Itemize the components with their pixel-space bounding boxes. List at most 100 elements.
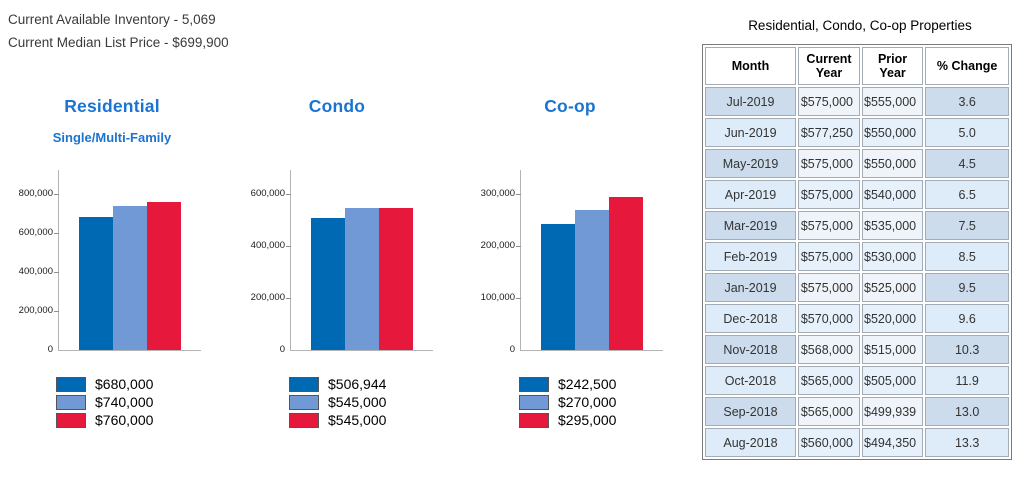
prior-year-cell: $550,000 — [862, 118, 924, 147]
table-row: Aug-2018 $560,000 $494,350 13.3 — [705, 428, 1010, 457]
current-year-cell: $575,000 — [798, 273, 860, 302]
table-row: Apr-2019 $575,000 $540,000 6.5 — [705, 180, 1010, 209]
legend-label: $506,944 — [328, 376, 387, 392]
coop-chart: Co-op 0 100,000 200,000 300,000 $242,500 $27… — [458, 96, 682, 446]
y-axis-tick-label: 800,000 — [18, 188, 53, 199]
month-cell: Nov-2018 — [705, 335, 796, 364]
residential-chart: Residential Single/Multi-Family 0 200,000… — [0, 96, 224, 446]
summary-text: Current Available Inventory - 5,069 Curr… — [8, 8, 229, 54]
month-cell: Sep-2018 — [705, 397, 796, 426]
table-row: Mar-2019 $575,000 $535,000 7.5 — [705, 211, 1010, 240]
percent-change-cell: 11.9 — [925, 366, 1010, 395]
percent-change-cell: 7.5 — [925, 211, 1010, 240]
current-year-cell: $577,250 — [798, 118, 860, 147]
month-cell: Dec-2018 — [705, 304, 796, 333]
percent-change-cell: 13.0 — [925, 397, 1010, 426]
bar — [311, 218, 345, 350]
current-year-cell: $565,000 — [798, 366, 860, 395]
percent-change-cell: 4.5 — [925, 149, 1010, 178]
column-header-percent-change: % Change — [925, 47, 1010, 85]
legend-row: $506,944 — [289, 375, 386, 393]
legend-label: $545,000 — [328, 412, 387, 428]
y-axis-tick-mark — [54, 233, 59, 234]
month-cell: Oct-2018 — [705, 366, 796, 395]
legend-swatch — [56, 394, 86, 410]
month-cell: Mar-2019 — [705, 211, 796, 240]
prior-year-cell: $520,000 — [862, 304, 924, 333]
legend-swatch — [289, 394, 319, 410]
legend-swatch — [519, 412, 549, 428]
y-axis-tick-mark — [286, 246, 291, 247]
current-year-cell: $575,000 — [798, 211, 860, 240]
table-title: Residential, Condo, Co-op Properties — [748, 18, 972, 33]
prior-year-cell: $555,000 — [862, 87, 924, 116]
legend-label: $680,000 — [95, 376, 154, 392]
percent-change-cell: 3.6 — [925, 87, 1010, 116]
month-cell: Jul-2019 — [705, 87, 796, 116]
legend-swatch — [519, 376, 549, 392]
month-cell: Feb-2019 — [705, 242, 796, 271]
table-row: Jan-2019 $575,000 $525,000 9.5 — [705, 273, 1010, 302]
percent-change-cell: 6.5 — [925, 180, 1010, 209]
legend-label: $242,500 — [558, 376, 617, 392]
percent-change-cell: 9.6 — [925, 304, 1010, 333]
available-inventory-line: Current Available Inventory - 5,069 — [8, 12, 216, 27]
column-header-current-year: Current Year — [798, 47, 860, 85]
y-axis-tick-mark — [286, 194, 291, 195]
table-row: May-2019 $575,000 $550,000 4.5 — [705, 149, 1010, 178]
properties-table: Month Current Year Prior Year % Change J… — [702, 44, 1013, 460]
prior-year-cell: $550,000 — [862, 149, 924, 178]
percent-change-cell: 5.0 — [925, 118, 1010, 147]
month-cell: Aug-2018 — [705, 428, 796, 457]
prior-year-cell: $515,000 — [862, 335, 924, 364]
table-row: Jul-2019 $575,000 $555,000 3.6 — [705, 87, 1010, 116]
chart-legend: $242,500 $270,000 $295,000 — [519, 375, 616, 429]
bar — [79, 217, 113, 350]
prior-year-cell: $499,939 — [862, 397, 924, 426]
month-cell: Jun-2019 — [705, 118, 796, 147]
chart-title: Co-op — [544, 96, 596, 116]
y-axis-tick-label: 200,000 — [480, 240, 515, 251]
y-axis-tick-label: 600,000 — [250, 188, 285, 199]
legend-swatch — [289, 376, 319, 392]
table-row: Nov-2018 $568,000 $515,000 10.3 — [705, 335, 1010, 364]
y-axis-tick-label: 0 — [509, 344, 515, 355]
chart-subtitle: Single/Multi-Family — [52, 130, 172, 145]
y-axis-tick-mark — [516, 246, 521, 247]
current-year-cell: $575,000 — [798, 87, 860, 116]
current-year-cell: $565,000 — [798, 397, 860, 426]
current-year-cell: $575,000 — [798, 149, 860, 178]
y-axis-tick-label: 0 — [279, 344, 285, 355]
legend-row: $760,000 — [56, 411, 153, 429]
month-cell: May-2019 — [705, 149, 796, 178]
y-axis-tick-mark — [54, 311, 59, 312]
legend-row: $680,000 — [56, 375, 153, 393]
chart-title: Condo — [308, 96, 366, 116]
y-axis-tick-label: 200,000 — [18, 305, 53, 316]
y-axis-tick-mark — [286, 298, 291, 299]
chart-title: Residential — [64, 96, 160, 116]
chart-plot-area: 0 100,000 200,000 300,000 — [481, 170, 663, 355]
table-row: Oct-2018 $565,000 $505,000 11.9 — [705, 366, 1010, 395]
current-year-cell: $560,000 — [798, 428, 860, 457]
legend-label: $760,000 — [95, 412, 154, 428]
percent-change-cell: 8.5 — [925, 242, 1010, 271]
legend-label: $740,000 — [95, 394, 154, 410]
column-header-month: Month — [705, 47, 796, 85]
table-row: Dec-2018 $570,000 $520,000 9.6 — [705, 304, 1010, 333]
percent-change-cell: 13.3 — [925, 428, 1010, 457]
chart-legend: $506,944 $545,000 $545,000 — [289, 375, 386, 429]
current-year-cell: $575,000 — [798, 242, 860, 271]
prior-year-cell: $505,000 — [862, 366, 924, 395]
chart-subtitle — [458, 130, 682, 146]
chart-plot-area: 0 200,000 400,000 600,000 — [251, 170, 433, 355]
prior-year-cell: $535,000 — [862, 211, 924, 240]
percent-change-cell: 9.5 — [925, 273, 1010, 302]
prior-year-cell: $525,000 — [862, 273, 924, 302]
legend-label: $270,000 — [558, 394, 617, 410]
y-axis-tick-label: 400,000 — [18, 266, 53, 277]
month-cell: Jan-2019 — [705, 273, 796, 302]
chart-plot-area: 0 200,000 400,000 600,000 800,000 — [19, 170, 201, 355]
condo-chart: Condo 0 200,000 400,000 600,000 $506,944 $54… — [225, 96, 449, 446]
legend-row: $270,000 — [519, 393, 616, 411]
